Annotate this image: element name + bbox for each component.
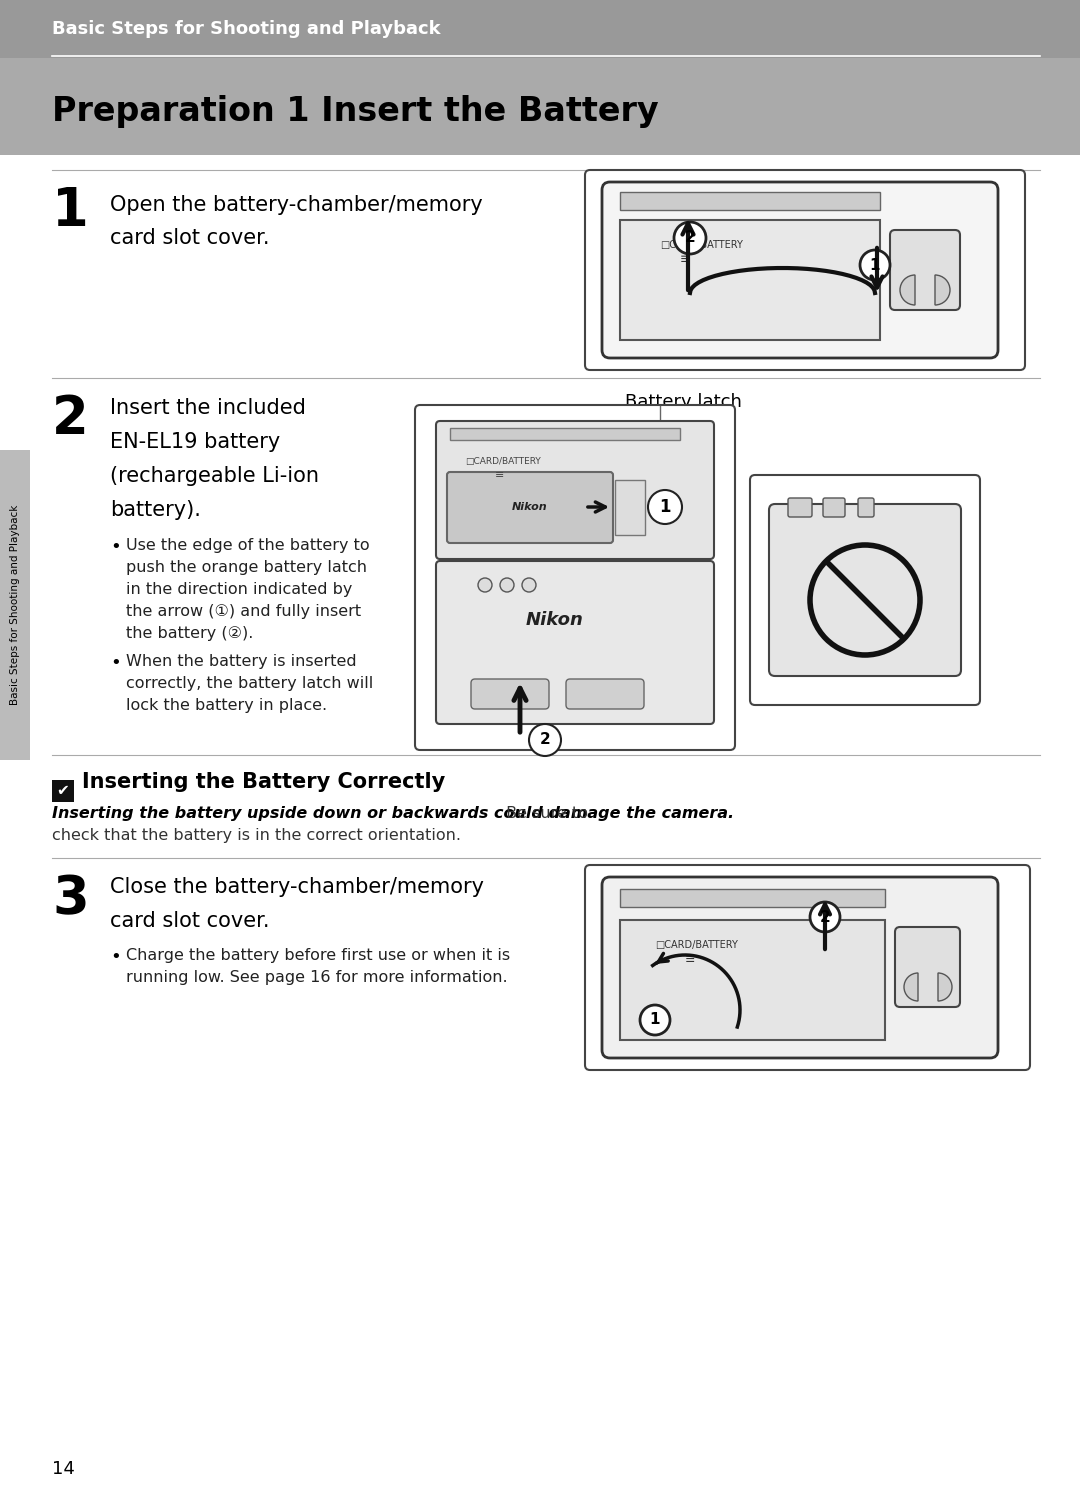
- Text: correctly, the battery latch will: correctly, the battery latch will: [126, 676, 374, 691]
- Text: running low. See page 16 for more information.: running low. See page 16 for more inform…: [126, 970, 508, 985]
- FancyBboxPatch shape: [566, 679, 644, 709]
- Text: 2: 2: [540, 733, 551, 747]
- FancyBboxPatch shape: [436, 562, 714, 724]
- FancyBboxPatch shape: [602, 877, 998, 1058]
- Circle shape: [478, 578, 492, 591]
- Text: 1: 1: [869, 257, 880, 272]
- Circle shape: [810, 902, 840, 932]
- Text: Inserting the battery upside down or backwards could damage the camera.: Inserting the battery upside down or bac…: [52, 805, 734, 820]
- FancyBboxPatch shape: [415, 406, 735, 750]
- Bar: [620, 889, 885, 906]
- Text: card slot cover.: card slot cover.: [110, 227, 270, 248]
- Text: □CARD/BATTERY: □CARD/BATTERY: [660, 241, 743, 250]
- Circle shape: [529, 724, 561, 756]
- FancyBboxPatch shape: [471, 679, 549, 709]
- Text: Battery latch: Battery latch: [625, 392, 742, 412]
- Text: Open the battery-chamber/memory: Open the battery-chamber/memory: [110, 195, 483, 215]
- Text: Basic Steps for Shooting and Playback: Basic Steps for Shooting and Playback: [52, 19, 441, 39]
- Wedge shape: [904, 973, 918, 1002]
- Text: in the direction indicated by: in the direction indicated by: [126, 583, 352, 597]
- Bar: [0, 58, 1080, 155]
- FancyBboxPatch shape: [602, 181, 998, 358]
- Text: Nikon: Nikon: [512, 502, 548, 513]
- Bar: [620, 920, 885, 1040]
- FancyBboxPatch shape: [447, 473, 613, 542]
- Bar: [615, 480, 645, 535]
- Text: ≡: ≡: [680, 254, 690, 266]
- Bar: [450, 428, 680, 440]
- Circle shape: [648, 490, 681, 525]
- FancyBboxPatch shape: [858, 498, 874, 517]
- Bar: [620, 220, 880, 340]
- Text: Insert the included: Insert the included: [110, 398, 306, 418]
- Text: 1: 1: [659, 498, 671, 516]
- FancyBboxPatch shape: [890, 230, 960, 311]
- Text: •: •: [110, 948, 121, 966]
- FancyBboxPatch shape: [585, 865, 1030, 1070]
- FancyBboxPatch shape: [436, 421, 714, 559]
- Text: ≡: ≡: [495, 470, 504, 480]
- FancyBboxPatch shape: [823, 498, 845, 517]
- Text: 1: 1: [52, 184, 89, 236]
- Wedge shape: [939, 973, 951, 1002]
- Text: Preparation 1 Insert the Battery: Preparation 1 Insert the Battery: [52, 95, 659, 128]
- Text: □CARD/BATTERY: □CARD/BATTERY: [465, 458, 541, 467]
- Text: 14: 14: [52, 1461, 75, 1479]
- Text: card slot cover.: card slot cover.: [110, 911, 270, 932]
- Text: EN-EL19 battery: EN-EL19 battery: [110, 432, 280, 452]
- Text: Basic Steps for Shooting and Playback: Basic Steps for Shooting and Playback: [10, 505, 21, 706]
- Text: 2: 2: [820, 909, 831, 924]
- Text: lock the battery in place.: lock the battery in place.: [126, 698, 327, 713]
- Circle shape: [522, 578, 536, 591]
- Text: Close the battery-chamber/memory: Close the battery-chamber/memory: [110, 877, 484, 898]
- Text: Use the edge of the battery to: Use the edge of the battery to: [126, 538, 369, 553]
- FancyBboxPatch shape: [788, 498, 812, 517]
- Text: battery).: battery).: [110, 499, 201, 520]
- Text: 1: 1: [650, 1012, 660, 1027]
- Circle shape: [500, 578, 514, 591]
- Text: Charge the battery before first use or when it is: Charge the battery before first use or w…: [126, 948, 510, 963]
- Text: Be sure to: Be sure to: [501, 805, 589, 820]
- Text: check that the battery is in the correct orientation.: check that the battery is in the correct…: [52, 828, 461, 843]
- Wedge shape: [900, 275, 915, 305]
- Text: •: •: [110, 538, 121, 556]
- Bar: [0, 450, 30, 759]
- FancyBboxPatch shape: [585, 169, 1025, 370]
- Text: When the battery is inserted: When the battery is inserted: [126, 654, 356, 669]
- Wedge shape: [935, 275, 950, 305]
- Text: •: •: [110, 654, 121, 672]
- Text: the battery (②).: the battery (②).: [126, 626, 254, 640]
- Bar: [620, 192, 880, 210]
- Text: ≡: ≡: [685, 954, 696, 966]
- Text: Inserting the Battery Correctly: Inserting the Battery Correctly: [82, 773, 445, 792]
- Circle shape: [640, 1005, 670, 1036]
- Circle shape: [860, 250, 890, 279]
- Text: Nikon: Nikon: [526, 611, 584, 629]
- FancyBboxPatch shape: [895, 927, 960, 1008]
- Bar: [0, 0, 1080, 58]
- Text: □CARD/BATTERY: □CARD/BATTERY: [654, 941, 738, 950]
- Text: ✔: ✔: [56, 783, 69, 798]
- FancyBboxPatch shape: [769, 504, 961, 676]
- Text: (rechargeable Li-ion: (rechargeable Li-ion: [110, 467, 319, 486]
- FancyBboxPatch shape: [750, 476, 980, 704]
- Text: 3: 3: [52, 872, 89, 924]
- Bar: [52, 780, 75, 802]
- Text: 2: 2: [685, 230, 696, 245]
- Circle shape: [674, 221, 706, 254]
- Text: the arrow (①) and fully insert: the arrow (①) and fully insert: [126, 603, 361, 620]
- Text: push the orange battery latch: push the orange battery latch: [126, 560, 367, 575]
- Text: 2: 2: [52, 392, 89, 444]
